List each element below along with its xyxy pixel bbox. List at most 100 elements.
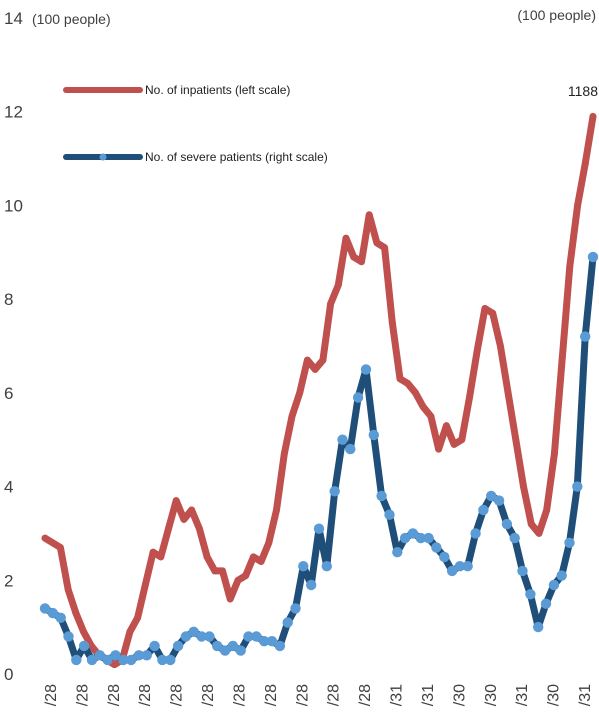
data-point [551, 450, 558, 458]
data-point [558, 356, 566, 364]
data-point [407, 528, 419, 539]
data-point [443, 422, 450, 430]
data-point [149, 640, 160, 652]
right-axis-unit: (100 people) [517, 7, 596, 23]
x-tick-label: /28 [326, 684, 343, 706]
data-point [381, 244, 388, 252]
data-point [211, 567, 219, 575]
data-point [157, 654, 168, 666]
data-point [458, 436, 466, 444]
data-point [49, 539, 57, 547]
data-point [423, 532, 434, 544]
x-tick-label: /30 [483, 684, 500, 706]
data-point [431, 542, 442, 553]
data-point [311, 366, 319, 373]
data-point [517, 565, 528, 577]
legend-marker [100, 87, 106, 93]
data-point [306, 579, 317, 591]
data-point [227, 640, 239, 652]
data-point [334, 281, 342, 289]
data-point [454, 561, 466, 572]
data-point [259, 636, 270, 647]
data-point [265, 539, 273, 547]
data-point [313, 523, 325, 534]
x-tick-label: /30 [546, 684, 563, 706]
x-axis-ticks: /28/28/28/28/28/28/28/28/28/28/28/31/31 /… [43, 684, 594, 706]
x-tick-label: /28 [169, 684, 186, 706]
x-tick-label: /28 [200, 684, 217, 706]
data-point [141, 581, 149, 589]
data-point [188, 626, 199, 637]
data-point [55, 612, 66, 623]
data-point [47, 607, 58, 619]
data-point [180, 631, 192, 642]
data-point [274, 640, 286, 652]
data-point [234, 576, 242, 584]
last-value-annotation: 1188 [568, 83, 598, 99]
data-point [373, 239, 381, 247]
data-point [501, 518, 513, 530]
data-point [87, 642, 95, 650]
data-point [126, 628, 134, 636]
data-point [196, 631, 207, 642]
data-point [165, 525, 172, 533]
y-tick-label: 10 [4, 196, 23, 215]
data-point [446, 565, 458, 577]
y-axis-ticks: 0 2 4 6 8 10 12 14 [4, 9, 23, 684]
x-tick-label: /28 [137, 684, 154, 706]
data-point [296, 389, 304, 397]
data-point [242, 572, 250, 579]
data-point [574, 202, 581, 209]
data-point [470, 528, 481, 539]
data-point [188, 506, 196, 514]
data-point [327, 300, 334, 308]
data-point [587, 251, 599, 263]
data-point [243, 631, 254, 642]
y-tick-label: 0 [4, 665, 13, 684]
data-point [439, 551, 450, 563]
x-tick-label: /28 [74, 684, 91, 706]
y-tick-label: 14 [4, 9, 23, 28]
legend-marker [99, 153, 107, 161]
data-point [219, 645, 231, 656]
series-line [41, 112, 597, 669]
series-1 [39, 251, 599, 666]
series-layer [39, 112, 599, 669]
data-point [235, 645, 246, 656]
legend-label: No. of inpatients (left scale) [145, 83, 290, 97]
data-point [282, 617, 293, 628]
data-point [204, 631, 215, 642]
data-point [481, 305, 489, 312]
y-tick-label: 2 [4, 571, 13, 590]
data-point [486, 490, 497, 502]
data-point [419, 403, 427, 411]
data-point [72, 609, 80, 617]
data-point [321, 561, 332, 572]
data-point [41, 534, 49, 542]
data-point [280, 450, 288, 458]
data-point [251, 631, 262, 642]
data-point [358, 258, 365, 266]
data-point [250, 553, 257, 561]
data-point [404, 380, 412, 387]
data-point [540, 598, 552, 609]
y-tick-label: 12 [4, 103, 23, 122]
x-tick-label: /31 [577, 684, 594, 706]
data-point [80, 628, 87, 636]
data-point [478, 504, 489, 516]
y-tick-label: 4 [4, 478, 13, 497]
data-point [329, 486, 340, 497]
data-point [368, 429, 379, 441]
data-point [462, 561, 473, 572]
data-point [548, 579, 560, 591]
data-point [581, 159, 589, 167]
data-point [504, 389, 512, 397]
x-tick-label: /31 [389, 684, 406, 706]
data-point [94, 650, 106, 661]
data-point [125, 654, 137, 666]
data-point [388, 319, 396, 326]
data-point [396, 375, 404, 383]
data-point [566, 262, 574, 270]
data-point [78, 640, 90, 652]
